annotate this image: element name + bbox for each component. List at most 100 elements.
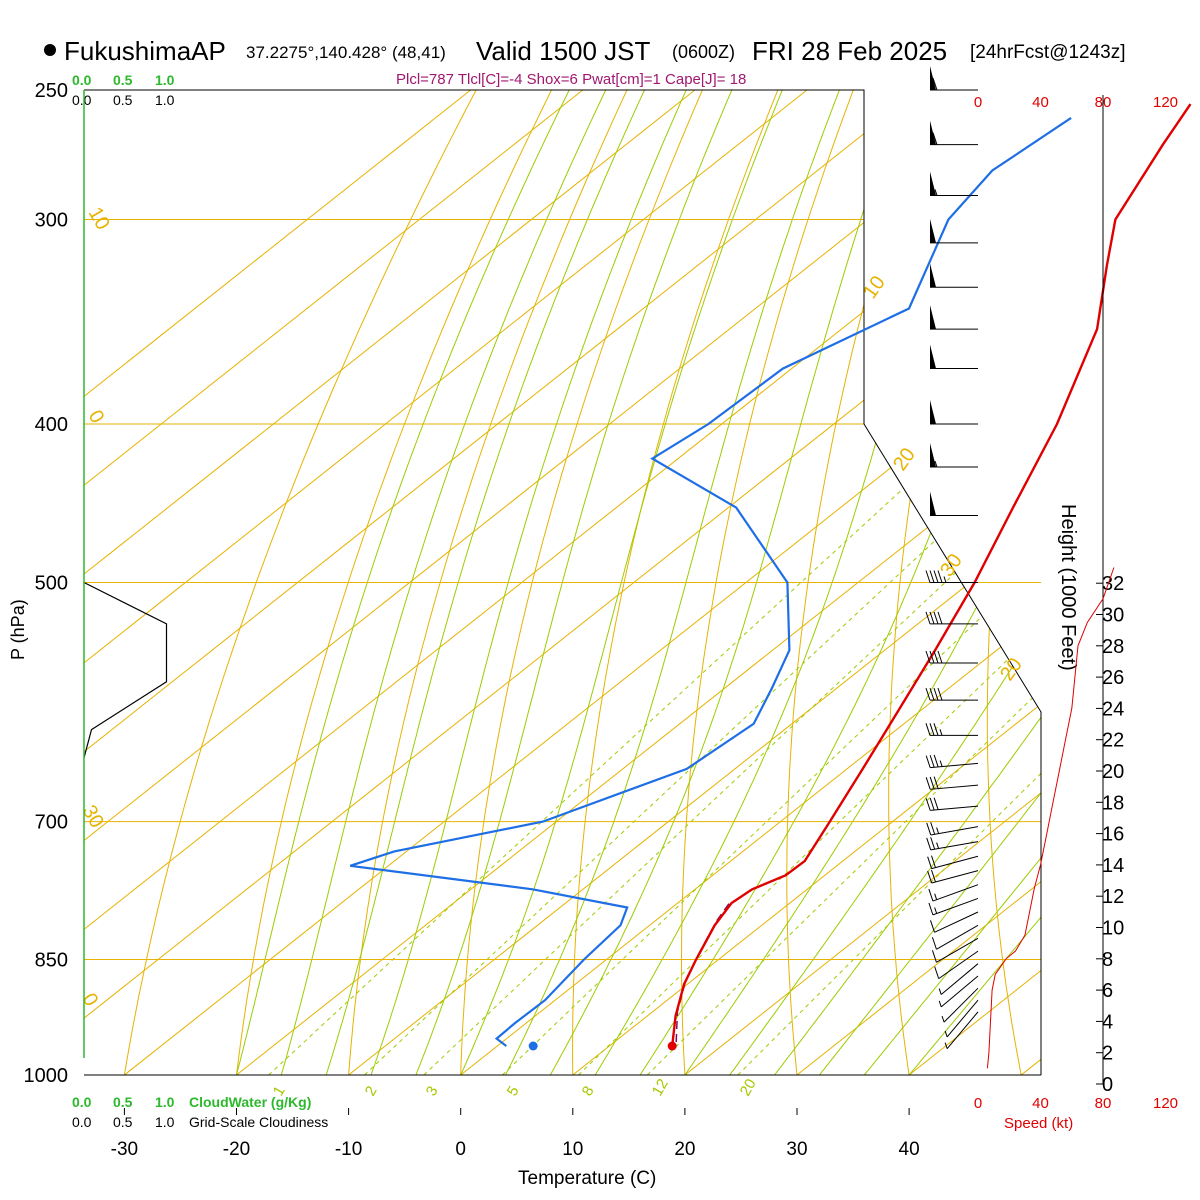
surface-dewpoint-dot xyxy=(528,1041,538,1051)
wind-barb-feather xyxy=(930,822,936,835)
wind-barb-feather xyxy=(933,650,939,664)
cw-top-2: 1.0 xyxy=(155,72,175,88)
diagram-background-lines: 10 0 10 20 30 20 30 0 1 2 3 5 8 12 20 xyxy=(78,89,1042,1099)
wind-barb xyxy=(930,344,978,370)
dry-adiabat-label: 10 xyxy=(84,204,114,234)
pressure-tick-400: 400 xyxy=(35,414,68,436)
valid-time: Valid 1500 JST xyxy=(476,36,651,66)
wind-barb-half-feather xyxy=(934,893,938,900)
wind-barb-pennant xyxy=(930,443,936,468)
dry-adiabat xyxy=(572,90,779,1075)
wind-barb-pennant xyxy=(930,263,936,288)
height-tick-32: 32 xyxy=(1102,573,1124,595)
wind-barb xyxy=(930,66,978,91)
moist-adiabat xyxy=(370,90,687,1075)
wind-barb-half-feather xyxy=(936,842,940,849)
wind-barb-feather xyxy=(929,611,935,625)
speed-tick-bottom-0: 0 xyxy=(974,1095,982,1112)
dry-adiabat-label: 30 xyxy=(78,802,108,832)
mixing-ratio-label: 5 xyxy=(504,1083,523,1099)
wind-barb-feather xyxy=(931,869,936,883)
cw-bot-0: 0.0 xyxy=(72,1094,92,1110)
isotherm xyxy=(84,90,696,1075)
height-tick-22: 22 xyxy=(1102,730,1124,752)
wind-barb-staff xyxy=(936,937,979,963)
wind-barb xyxy=(930,218,978,244)
mixing-ratio-label: 3 xyxy=(423,1083,442,1099)
height-tick-28: 28 xyxy=(1102,636,1124,658)
wind-barb-staff xyxy=(940,975,979,1008)
mixing-ratio-label: 2 xyxy=(362,1083,381,1099)
wind-barb-staff xyxy=(938,950,979,980)
wind-barb-feather xyxy=(927,870,933,884)
wind-barb xyxy=(927,855,979,870)
wind-barb-staff xyxy=(932,897,979,916)
temperature-tick--20: -20 xyxy=(223,1139,250,1160)
wind-barb-feather xyxy=(937,570,943,583)
moist-adiabat xyxy=(505,90,840,1075)
dry-adiabat-label: 30 xyxy=(936,550,967,581)
moist-adiabat xyxy=(908,90,1041,1075)
wind-barb-feather xyxy=(929,797,935,811)
temperature-tick--30: -30 xyxy=(111,1139,138,1160)
wind-barb-feather xyxy=(933,611,939,625)
wind-barb-half-feather xyxy=(934,460,938,468)
temperature-axis-title: Temperature (C) xyxy=(518,1168,656,1189)
pressure-tick-500: 500 xyxy=(35,573,68,595)
cl-top-0: 0.0 xyxy=(72,92,92,108)
station-bullet-icon xyxy=(44,44,56,56)
moist-adiabat xyxy=(280,90,607,1075)
wind-barb-feather xyxy=(929,755,935,768)
wind-barb xyxy=(926,822,979,836)
wind-barb-staff xyxy=(931,855,979,870)
wind-barb-feather xyxy=(928,902,934,916)
diagram-frame xyxy=(84,89,1042,1075)
moist-adiabat xyxy=(774,90,1041,1075)
temperature-line xyxy=(671,103,1192,1047)
wind-barb-feather xyxy=(925,798,931,811)
wind-barb-feather xyxy=(926,837,932,851)
wind-barb-staff xyxy=(931,870,979,884)
height-tick-10: 10 xyxy=(1102,918,1124,940)
temperature-tick-30: 30 xyxy=(786,1139,807,1160)
wind-barb xyxy=(931,924,979,950)
cl-bot-2: 1.0 xyxy=(155,1114,175,1130)
cloud-water-scale-bottom: 0.0 0.5 1.0 CloudWater (g/Kg) 0.0 0.5 1.… xyxy=(72,1094,328,1130)
speed-axis-title: Speed (kt) xyxy=(1004,1115,1073,1132)
height-tick-6: 6 xyxy=(1102,980,1113,1002)
temperature-tick-0: 0 xyxy=(455,1139,466,1160)
stability-indices: Plcl=787 Tlcl[C]=-4 Shox=6 Pwat[cm]=1 Ca… xyxy=(396,71,746,88)
wind-barb-pennant xyxy=(930,399,936,424)
wind-barb xyxy=(930,171,978,196)
wind-barb xyxy=(925,776,979,790)
height-tick-0: 0 xyxy=(1102,1074,1113,1096)
temperature-tick-20: 20 xyxy=(674,1139,695,1160)
wind-barb-feather xyxy=(925,611,931,625)
wind-barbs xyxy=(925,66,979,1049)
wind-barb-feather xyxy=(932,77,938,91)
dewpoint-line xyxy=(349,116,1072,1047)
wind-barb xyxy=(925,797,979,811)
wind-barb-feather xyxy=(925,777,931,790)
wind-barb-half-feather xyxy=(941,1015,945,1023)
wind-barb xyxy=(930,399,978,425)
wind-barb xyxy=(934,950,979,980)
wind-barb xyxy=(944,1011,979,1049)
wind-barb-feather xyxy=(925,755,931,768)
height-tick-20: 20 xyxy=(1102,761,1124,783)
wind-barb-feather xyxy=(933,797,939,810)
wind-barb-feather xyxy=(928,888,934,902)
wind-barb-feather xyxy=(926,822,932,836)
moist-adiabat xyxy=(415,90,733,1075)
speed-tick-top-120: 120 xyxy=(1153,94,1178,111)
cl-bot-1: 0.5 xyxy=(113,1114,133,1130)
wind-barb xyxy=(930,443,978,468)
dry-adiabat xyxy=(681,90,854,1075)
isotherm xyxy=(84,90,584,1075)
dry-adiabat xyxy=(348,90,628,1075)
valid-zulu: (0600Z) xyxy=(672,42,735,62)
wind-barb-staff xyxy=(946,999,979,1038)
wind-barb-feather xyxy=(927,856,933,869)
wind-barb-feather xyxy=(925,723,931,736)
